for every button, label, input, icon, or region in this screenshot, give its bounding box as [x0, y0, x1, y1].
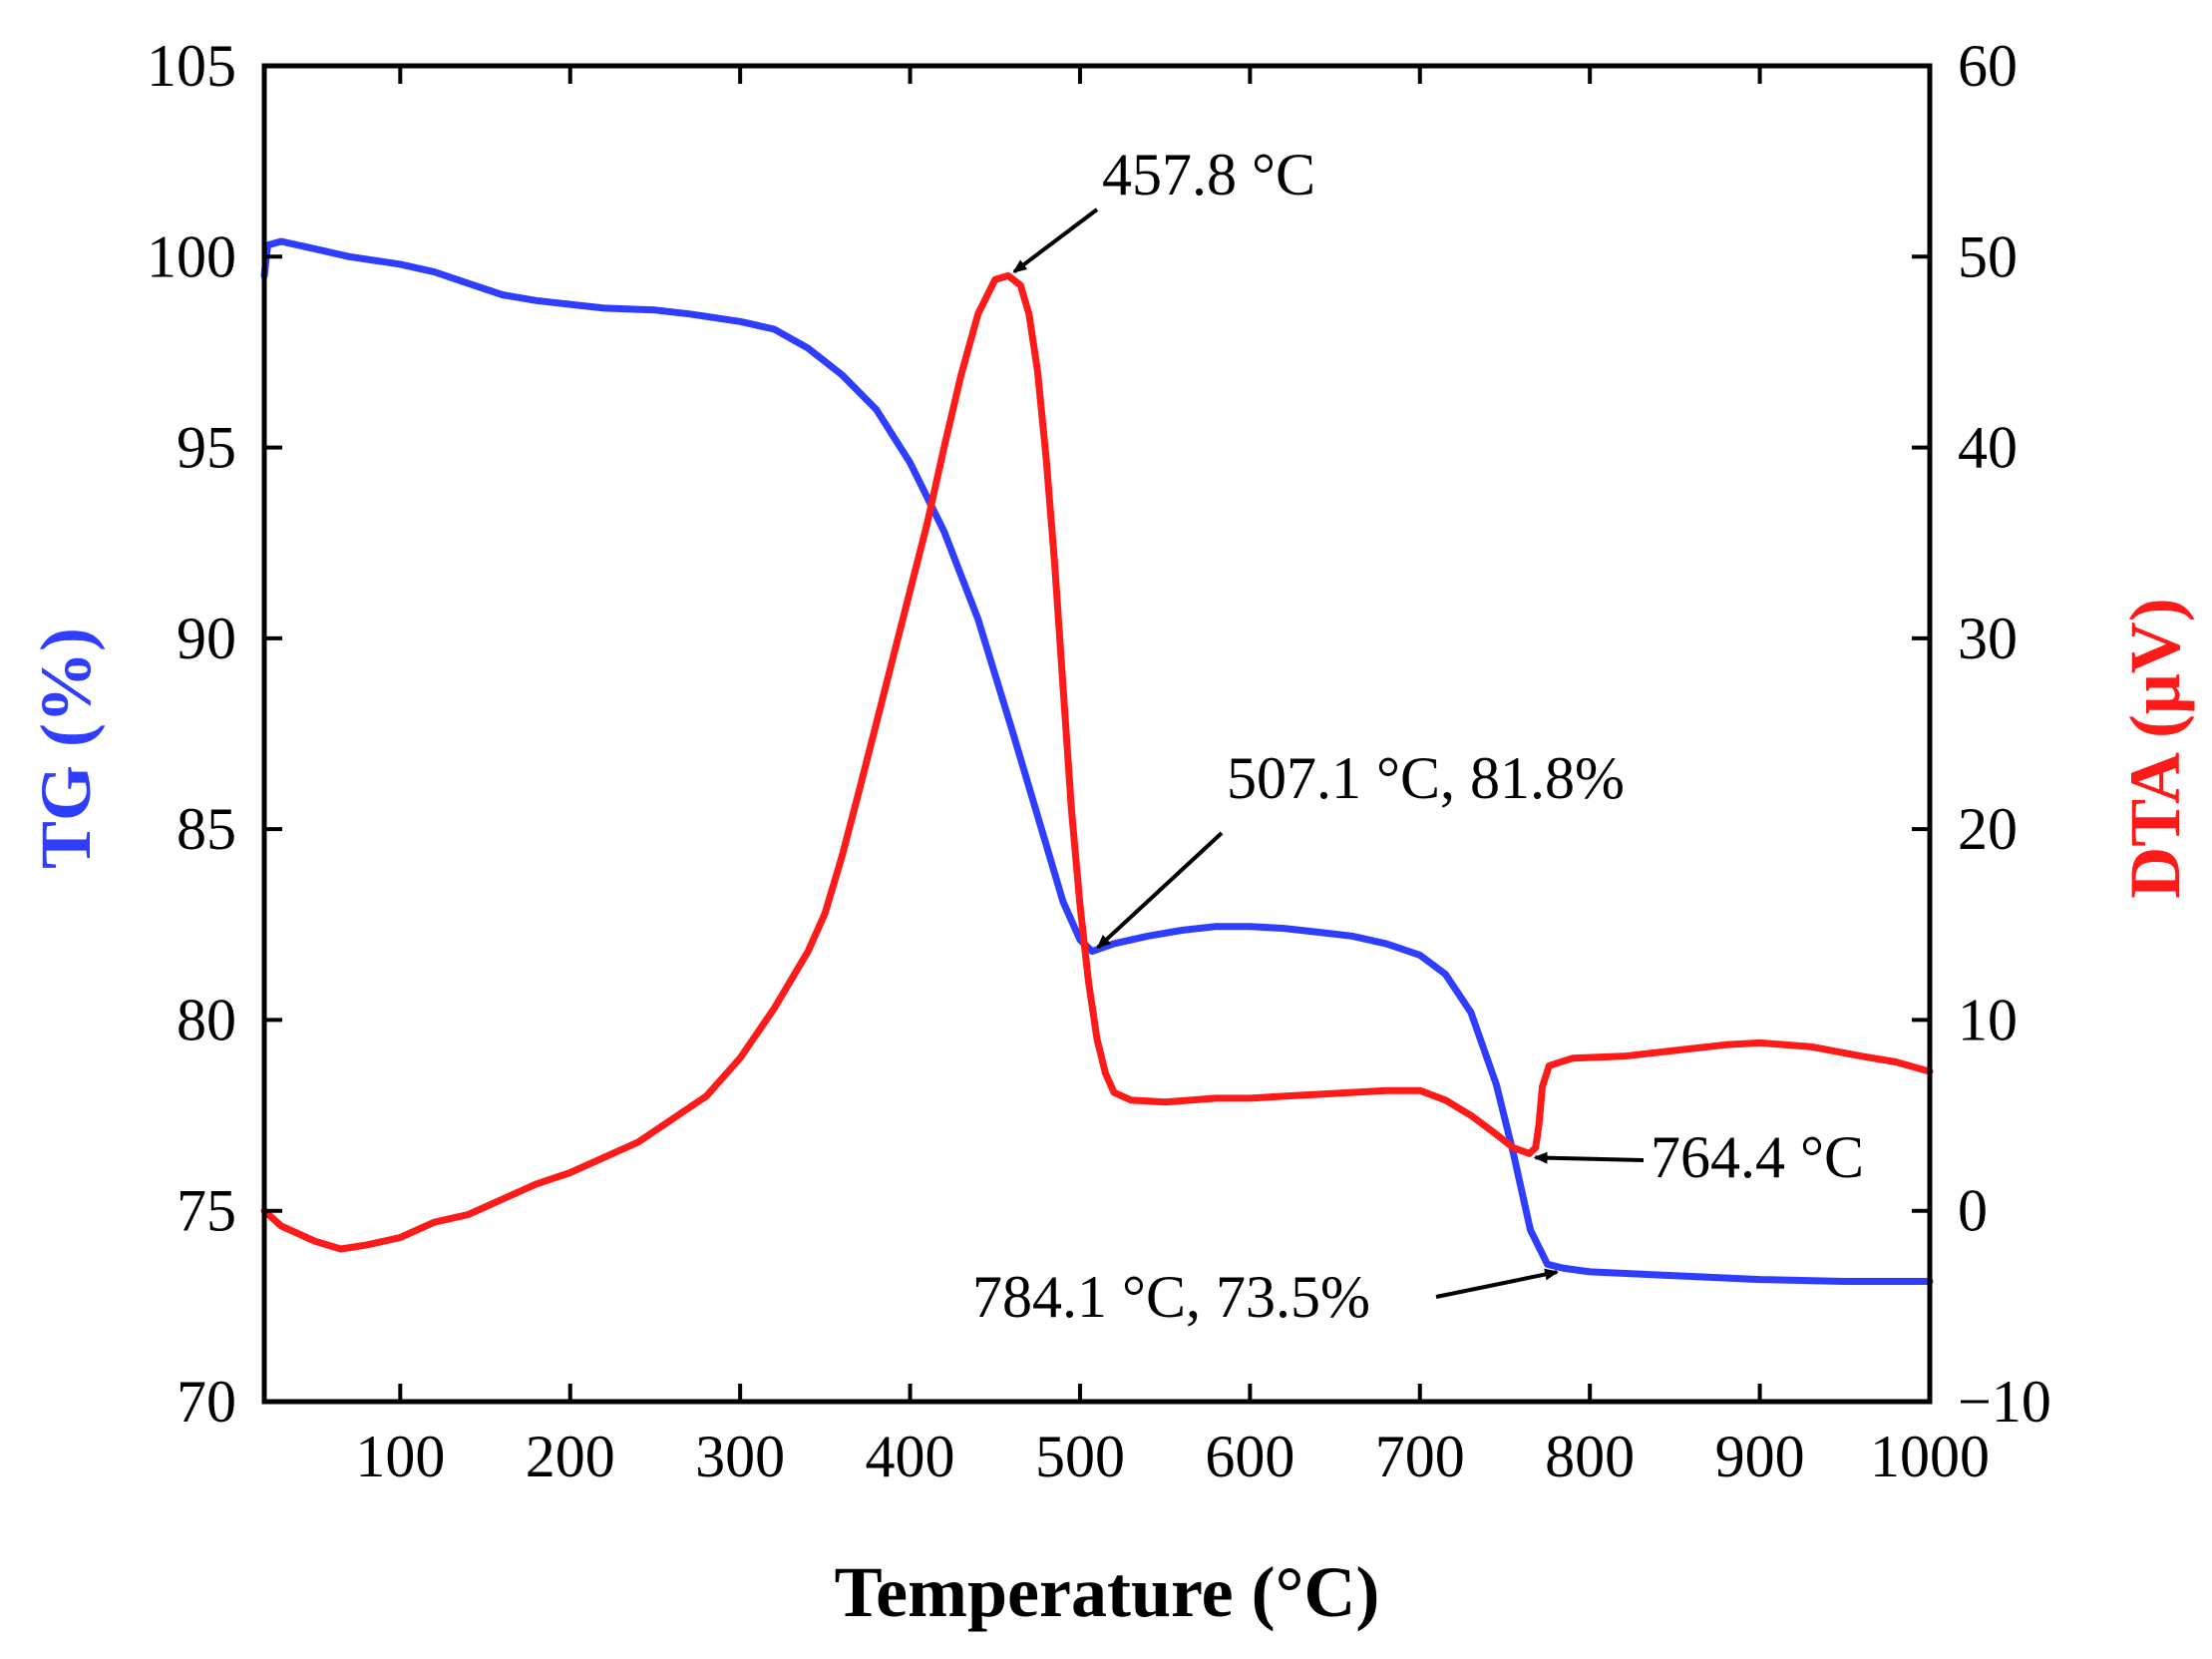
y-left-tick-label: 80: [177, 987, 236, 1052]
y-left-tick-label: 70: [177, 1369, 236, 1435]
x-tick-label: 100: [355, 1424, 445, 1489]
annotation-arrow: [1533, 1151, 1645, 1164]
y-left-tick-label: 85: [177, 796, 236, 862]
x-tick-label: 1000: [1870, 1424, 1990, 1489]
annotation-arrow: [1096, 831, 1224, 950]
x-axis-title: Temperature (°C): [835, 1552, 1380, 1632]
x-tick-label: 800: [1545, 1424, 1635, 1489]
x-tick-label: 500: [1035, 1424, 1125, 1489]
plot-frame: [261, 63, 1933, 1405]
y-right-tick-label: 60: [1958, 33, 2018, 99]
y-right-tick-label: 50: [1958, 223, 2018, 289]
y-left-tick-label: 75: [177, 1178, 236, 1244]
x-tick-label: 700: [1375, 1424, 1465, 1489]
annotation-label: 457.8 °C: [1102, 142, 1315, 207]
y-right-axis-title: DTA (μV): [2115, 598, 2195, 898]
x-tick-label: 200: [526, 1424, 615, 1489]
axis-labels-layer: Temperature (°C) TG (%) DTA (μV): [26, 598, 2195, 1632]
annotations-layer: 457.8 °C 507.1 °C, 81.8% 764.4 °C 784.1 °C,…: [972, 142, 1864, 1330]
y-left-tick-label: 90: [177, 606, 236, 671]
x-tick-label: 300: [695, 1424, 785, 1489]
y-right-tick-label: −10: [1958, 1369, 2051, 1435]
y-right-tick-label: 40: [1958, 415, 2018, 481]
annotation-label: 784.1 °C, 73.5%: [972, 1264, 1370, 1330]
series-layer: [260, 237, 1934, 1285]
y-right-tick-label: 30: [1958, 606, 2018, 671]
x-tick-label: 600: [1205, 1424, 1294, 1489]
y-right-tick-label: 20: [1958, 796, 2018, 862]
annotation-arrow: [1012, 207, 1099, 274]
x-tick-label: 900: [1715, 1424, 1805, 1489]
y-left-tick-label: 100: [147, 223, 236, 289]
y-left-tick-label: 95: [177, 415, 236, 481]
series-line-dta: [260, 271, 1934, 1253]
y-left-axis-title: TG (%): [26, 627, 106, 869]
annotation-label: 764.4 °C: [1651, 1124, 1864, 1190]
x-tick-label: 400: [866, 1424, 955, 1489]
y-left-tick-label: 105: [147, 33, 236, 99]
annotation-arrow: [1435, 1268, 1560, 1299]
axes-layer: 100 200 300 400 500 600 700 800 900 1000707580859…: [147, 33, 2051, 1489]
y-right-tick-label: 10: [1958, 987, 2018, 1052]
y-right-tick-label: 0: [1958, 1178, 1988, 1244]
annotation-label: 507.1 °C, 81.8%: [1227, 745, 1625, 811]
